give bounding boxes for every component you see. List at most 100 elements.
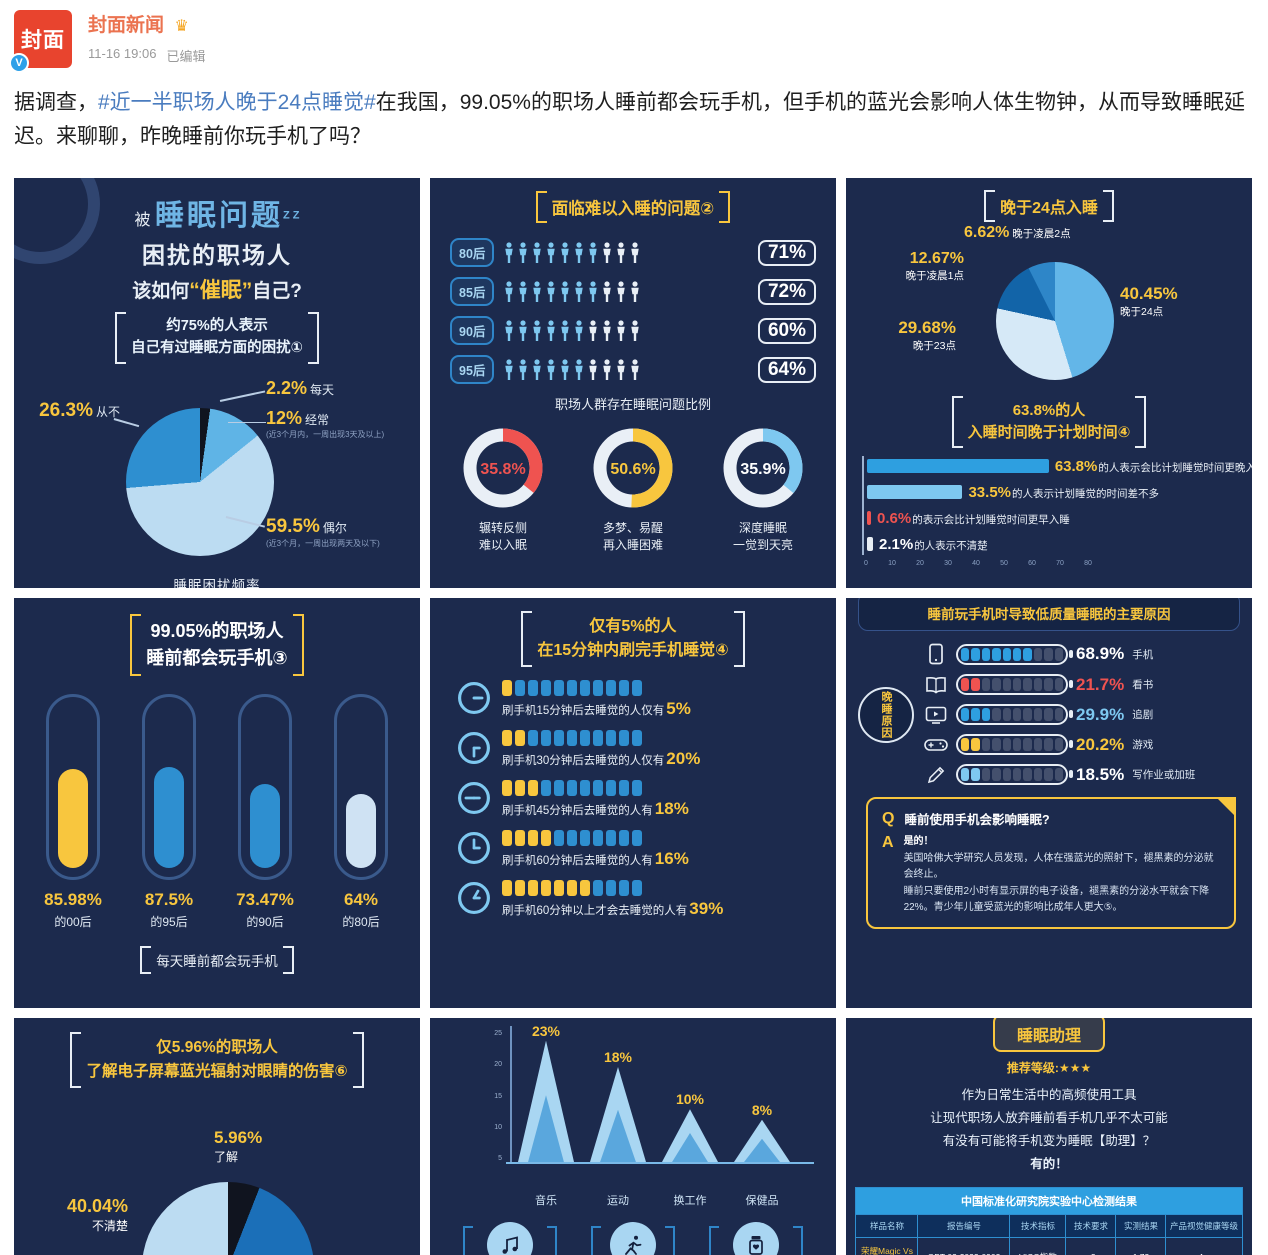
gauge-segment [981, 647, 991, 661]
bar-label: 0.6%的表示会比计划睡觉时间更早入睡 [877, 509, 1070, 527]
gauge-segment [1033, 738, 1043, 751]
panel4-title: 99.05%的职场人 睡前都会玩手机③ [14, 614, 420, 676]
reason-row: 18.5% 写作业或加班 [924, 764, 1252, 785]
reason-label: 追剧 [1132, 709, 1154, 721]
phone-minutes-row: 刷手机60分钟以上才会去睡觉的人有 39% [456, 880, 836, 919]
y-tick: 20 [494, 1061, 502, 1069]
panel-blue-light-awareness[interactable]: 仅5.96%的职场人 了解电子屏幕蓝光辐射对眼睛的伤害⑥ 5.96% 了解 40.0… [14, 1018, 420, 1255]
x-axis-labels: 音乐 运动 换工作 保健品 [518, 1192, 810, 1208]
panel6-title: 睡前玩手机时导致低质量睡眠的主要原因 [858, 598, 1240, 631]
paragraph-line: 让现代职场人放弃睡前看手机几乎不太可能 [930, 1111, 1168, 1126]
avatar[interactable]: 封面 V [9, 10, 72, 73]
pie-label-after-midnight: 40.45% 晚于24点 [1120, 284, 1178, 318]
recommendation-item: 听音乐推荐等级:★★★ [463, 1222, 557, 1255]
pill-icon [732, 1222, 779, 1255]
hashtag-link[interactable]: #近一半职场人晚于24点睡觉# [98, 91, 376, 114]
table-data-cell: VICO指数 [1009, 1236, 1067, 1255]
segment [619, 830, 629, 846]
bar-label: 63.8%的人表示会比计划睡觉时间更晚入睡 [1054, 457, 1252, 475]
gauge-segment [971, 678, 980, 691]
percentage-value: 71% [757, 239, 816, 266]
axis-tick: 20 [916, 559, 924, 567]
person-icon [533, 320, 542, 341]
gauge-segment [992, 647, 1001, 661]
panel-phone-minutes[interactable]: 仅有5%的人 在15分钟内刷完手机睡觉④ 刷手机15分钟后去睡觉的人仅有 5% 刷手机… [430, 598, 836, 1008]
person-icon [519, 320, 528, 341]
panel-sleep-trouble-pie[interactable]: 被 睡眠问题Z Z 困扰的职场人 该如何“催眠”自己? 约75%的人表示 自己有过… [14, 178, 420, 588]
reason-row: 29.9% 追剧 [924, 704, 1252, 725]
phone-minutes-row: 刷手机45分钟后去睡觉的人有 18% [456, 780, 836, 819]
gauge-segment [981, 708, 991, 721]
category-label: 音乐 [535, 1195, 557, 1207]
row-content: 刷手机45分钟后去睡觉的人有 18% [502, 780, 689, 819]
pie-label-often: 12% 经常 (近3个月内，一周出现3天及以上) [266, 408, 398, 440]
y-tick: 15 [494, 1092, 502, 1100]
person-icon [631, 281, 640, 302]
qa-question: 睡前使用手机会影响睡眠? [904, 813, 1050, 827]
capsule-outline [142, 694, 196, 880]
table-data-cell: ≤3 [1065, 1236, 1117, 1255]
segment [593, 780, 603, 796]
gauge-segment [992, 708, 1001, 721]
pie-label-never: 26.3% 从不 [39, 399, 120, 421]
panel9-title-chip: 睡眠助理 [992, 1018, 1105, 1052]
sleep-quality-donut: 35.9% 深度睡眠 一觉到天亮 [716, 421, 810, 555]
person-icon [603, 320, 612, 341]
segment [593, 730, 603, 746]
segment [593, 880, 603, 896]
row-label: 刷手机60分钟以上才会去睡觉的人有 39% [502, 899, 724, 918]
panel-late-sleep-reasons[interactable]: 睡前玩手机时导致低质量睡眠的主要原因 晚睡原因 68.9% 手机 21.7% 看书 29… [846, 598, 1252, 1008]
person-icon [505, 242, 514, 263]
percentage-value: 20.2% [1076, 734, 1125, 754]
reason-label: 手机 [1132, 648, 1154, 661]
gauge-segment [1033, 708, 1043, 721]
person-icon [575, 320, 584, 341]
reason-row: 21.7% 看书 [924, 674, 1252, 695]
segment-bar [502, 830, 689, 846]
segment [541, 780, 551, 796]
axis-tick: 70 [1056, 559, 1064, 567]
author-name[interactable]: 封面新闻 [88, 15, 165, 36]
panel-sleep-aids-chart[interactable]: 25 20 15 10 5 23% 18% 10% 8% 音乐 运动 换工作 保健品 听音乐推荐等级… [430, 1018, 836, 1255]
panel-phone-before-bed[interactable]: 99.05%的职场人 睡前都会玩手机③ 85.98% 的00后 87.5% 的95后 73… [14, 598, 420, 1008]
panel-late-sleep-pie[interactable]: 晚于24点入睡 6.62% 晚于凌晨2点 12.67% 晚于凌晨1点 29.68%… [846, 178, 1252, 588]
person-icon [589, 359, 598, 380]
percentage-value: 72% [757, 278, 816, 305]
bar [867, 537, 873, 551]
segment [502, 730, 512, 746]
panel3-subtitle: 63.8%的人 入睡时间晚于计划时间④ [846, 396, 1252, 448]
panel-fall-asleep-problems[interactable]: 面临难以入睡的问题② 80后 71% 85后 72% 90后 60% 95后 64% 职场人群… [430, 178, 836, 588]
segment [606, 680, 616, 696]
reason-circle-badge: 晚睡原因 [858, 687, 914, 743]
person-icon [617, 320, 626, 341]
pie-chart [126, 407, 274, 556]
clock-icon [458, 882, 490, 914]
person-pictograms [503, 320, 641, 341]
donut-charts: 35.8% 辗转反侧 难以入眠 50.6% 多梦、易醒 再入睡困难 35.9% 深度睡眠 一觉到… [438, 421, 828, 555]
sleep-quality-donut: 50.6% 多梦、易醒 再入睡困难 [586, 421, 680, 555]
person-icon [533, 359, 542, 380]
pie-label-after-2am: 6.62% 晚于凌晨2点 [964, 224, 1071, 241]
sleep-trouble-pie-chart: 2.2% 每天 12% 经常 (近3个月内，一周出现3天及以上) 26.3% 从不 5… [14, 366, 420, 572]
capsule-outline [334, 694, 388, 880]
gauge-segment [1033, 768, 1043, 781]
row-content: 刷手机15分钟后去睡觉的人仅有 5% [502, 680, 691, 719]
age-group-badge: 90后 [450, 316, 495, 345]
person-pictograms [503, 242, 641, 263]
gauge-segment [971, 647, 980, 661]
person-icon [561, 359, 570, 380]
segment [619, 680, 629, 696]
write-icon [924, 765, 948, 785]
segment [580, 680, 590, 696]
phone-minutes-row: 刷手机60分钟后去睡觉的人有 16% [456, 830, 836, 869]
person-icon [533, 281, 542, 302]
mountain-bar [518, 1040, 574, 1162]
capsule-column: 85.98% 的00后 [36, 694, 110, 930]
table-header-cell: 产品视觉健康等级 [1165, 1213, 1243, 1238]
age-group-badge: 85后 [450, 277, 495, 306]
segment [554, 780, 564, 796]
svg-text:35.9%: 35.9% [740, 461, 785, 478]
battery-gauge [956, 704, 1073, 725]
reasons-chart: 晚睡原因 68.9% 手机 21.7% 看书 29.9% 追剧 20.2% 游戏 18.5% 写作… [846, 643, 1252, 785]
panel-sleep-assistant[interactable]: 睡眠助理 推荐等级:★★★ 作为日常生活中的高频使用工具 让现代职场人放弃睡前看手… [846, 1018, 1252, 1255]
